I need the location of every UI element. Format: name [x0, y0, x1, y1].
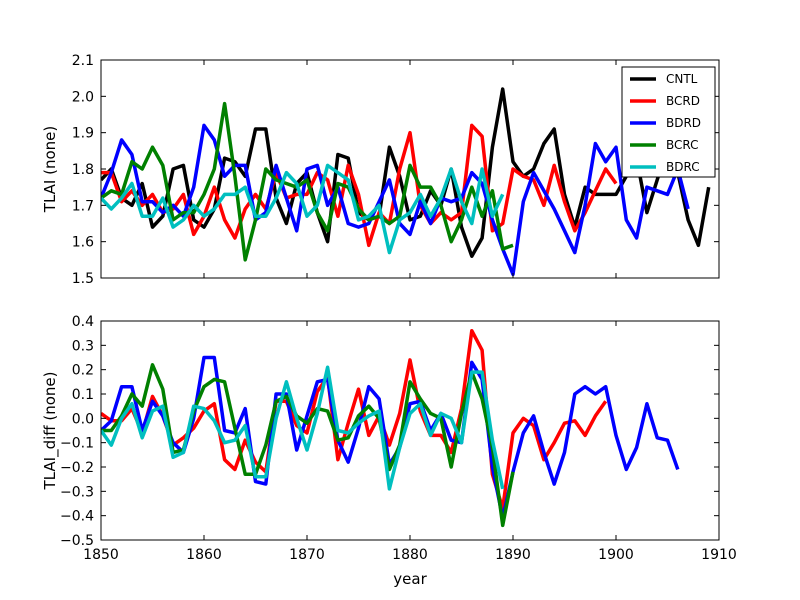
bottom-ytick-label: −0.4: [60, 509, 94, 525]
legend-label-cntl: CNTL: [666, 72, 698, 86]
top-ytick-label: 1.6: [72, 235, 94, 251]
bottom-ytick-label: 0.1: [72, 387, 94, 403]
bottom-xlabel: year: [393, 570, 427, 588]
bottom-ytick-label: 0.0: [72, 411, 94, 427]
bottom-xtick-label: 1900: [598, 547, 634, 563]
legend-label-bdrc: BDRC: [666, 160, 700, 174]
bottom-xtick-label: 1850: [83, 547, 119, 563]
top-series-line-bcrc: [101, 101, 514, 262]
top-ytick-label: 1.5: [72, 271, 94, 287]
bottom-ylabel: TLAI_diff (none): [41, 372, 60, 491]
bottom-xtick-label: 1860: [186, 547, 222, 563]
bottom-ytick-label: −0.2: [60, 460, 94, 476]
top-ytick-label: 2.0: [72, 89, 94, 105]
top-series-line-bdrc: [101, 163, 505, 255]
bottom-ytick-label: 0.4: [72, 314, 94, 330]
bottom-series-line-bcrd: [101, 328, 608, 511]
top-series-group: [101, 87, 711, 277]
bottom-xtick-label: 1870: [289, 547, 325, 563]
bottom-series-group: [101, 328, 680, 528]
bottom-ytick-label: 0.2: [72, 363, 94, 379]
top-series-line-bdrd: [101, 123, 690, 277]
bottom-xtick-label: 1890: [495, 547, 531, 563]
bottom-ytick-label: −0.1: [60, 436, 94, 452]
top-ylabel: TLAI (none): [41, 126, 59, 213]
top-ytick-label: 1.7: [72, 198, 94, 214]
legend: CNTL BCRD BDRD BCRC BDRC: [621, 66, 716, 178]
bottom-ytick-label: 0.3: [72, 338, 94, 354]
bottom-xtick-label: 1880: [392, 547, 428, 563]
bottom-series-line-bcrc: [101, 363, 515, 528]
top-ytick-label: 1.8: [72, 162, 94, 178]
bottom-xtick-label: 1910: [701, 547, 737, 563]
bottom-series-line-bdrc: [101, 365, 505, 491]
bottom-ytick-label: −0.5: [60, 533, 94, 549]
bottom-axes: 1850 1860 1870 1880 1890 1900 1910 −0.5 −0.4 −0.3…: [41, 314, 737, 588]
top-ytick-label: 2.1: [72, 53, 94, 69]
legend-label-bcrd: BCRD: [666, 94, 700, 108]
bottom-ytick-label: −0.3: [60, 484, 94, 500]
top-ytick-label: 1.9: [72, 126, 94, 142]
legend-label-bcrc: BCRC: [666, 138, 699, 152]
top-axes: 1.5 1.6 1.7 1.8 1.9 2.0 2.1 TLAI (none) CNTL BCRD…: [41, 53, 720, 287]
legend-label-bdrd: BDRD: [666, 116, 701, 130]
